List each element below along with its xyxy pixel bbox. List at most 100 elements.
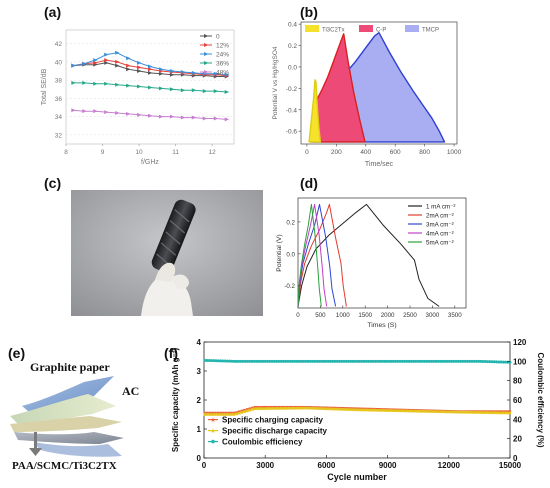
f-ce-marker xyxy=(241,359,245,363)
f-y2tick-label: 100 xyxy=(513,357,527,366)
a-marker xyxy=(71,80,76,85)
f-capacity-marker xyxy=(391,409,395,412)
f-capacity-marker xyxy=(466,411,469,414)
a-marker xyxy=(137,112,142,117)
a-xtick-label: 8 xyxy=(64,149,68,156)
f-ce-marker xyxy=(360,359,364,363)
f-ce-marker xyxy=(304,359,308,363)
label-electrolyte: PAA/SCMC/Ti3C2TX xyxy=(12,460,117,472)
f-capacity-marker xyxy=(495,411,498,415)
f-capacity-marker xyxy=(450,410,453,414)
f-ce-marker xyxy=(501,360,505,364)
d-xtick-label: 0 xyxy=(296,312,300,319)
f-y2tick-label: 60 xyxy=(513,396,522,405)
d-xtick-label: 3500 xyxy=(448,312,462,319)
f-xtick-label: 15000 xyxy=(499,461,522,470)
f-capacity-marker xyxy=(487,411,490,414)
f-y2tick-label: 20 xyxy=(513,435,522,444)
f-capacity-marker xyxy=(474,411,477,414)
f-capacity-marker xyxy=(227,411,230,415)
f-capacity-marker xyxy=(418,409,421,413)
f-capacity-marker xyxy=(293,406,297,410)
f-capacity-marker xyxy=(359,408,363,412)
f-capacity-marker xyxy=(248,408,252,412)
f-ce-marker xyxy=(400,359,404,363)
f-capacity-marker xyxy=(349,408,352,411)
f-ce-marker xyxy=(221,359,225,363)
f-ce-marker xyxy=(254,359,258,363)
f-capacity-marker xyxy=(222,413,225,416)
f-capacity-marker xyxy=(296,406,299,410)
b-ytick-label: -0.2 xyxy=(286,86,298,93)
a-marker xyxy=(224,72,230,77)
f-ce-marker xyxy=(306,359,310,363)
f-capacity-marker xyxy=(253,407,257,410)
f-ce-marker xyxy=(412,359,416,363)
f-capacity-marker xyxy=(458,410,461,414)
f-ce-marker xyxy=(414,359,418,363)
a-marker xyxy=(93,81,98,86)
f-ce-marker xyxy=(445,359,449,363)
f-ce-marker xyxy=(436,359,440,363)
f-ce-marker xyxy=(490,360,494,364)
b-legend-swatch xyxy=(359,25,373,32)
d-xtick-label: 3000 xyxy=(426,312,440,319)
f-ce-marker xyxy=(210,359,214,363)
a-marker xyxy=(191,70,197,75)
f-ce-marker xyxy=(450,359,454,363)
f-ce-marker xyxy=(423,359,427,363)
f-capacity-marker xyxy=(500,411,504,415)
f-capacity-marker xyxy=(484,411,488,414)
f-ytick-label: 0 xyxy=(197,454,202,463)
a-marker xyxy=(180,115,186,120)
a-marker xyxy=(169,69,175,74)
f-ce-marker xyxy=(243,359,247,363)
panel-label-a: (a) xyxy=(44,4,62,20)
f-capacity-marker xyxy=(211,411,215,415)
f-ce-marker xyxy=(373,359,377,363)
f-ce-marker xyxy=(409,359,413,363)
a-legend-label: 0 xyxy=(216,34,220,41)
f-ce-marker xyxy=(418,359,422,363)
a-xtick-label: 11 xyxy=(172,149,179,156)
f-ce-marker xyxy=(425,359,429,363)
f-xtick-label: 3000 xyxy=(256,461,274,470)
f-ce-marker xyxy=(463,359,467,363)
f-ce-marker xyxy=(257,359,261,363)
f-capacity-marker xyxy=(383,409,387,412)
f-capacity-marker xyxy=(365,408,368,412)
d-series-line xyxy=(297,203,347,307)
a-legend-label: 36% xyxy=(216,61,229,68)
f-ce-marker xyxy=(205,358,209,362)
f-ce-marker xyxy=(223,359,227,363)
a-marker xyxy=(180,88,186,93)
f-capacity-marker xyxy=(230,413,233,416)
a-marker xyxy=(224,117,230,122)
f-ce-marker xyxy=(337,359,341,363)
d-xlabel: Times (S) xyxy=(367,322,396,329)
f-ce-marker xyxy=(212,359,216,363)
f-ce-marker xyxy=(456,359,460,363)
f-capacity-marker xyxy=(344,408,347,411)
f-capacity-marker xyxy=(237,411,241,415)
f-ce-marker xyxy=(369,359,373,363)
f-ce-marker xyxy=(364,359,368,363)
f-ce-marker xyxy=(326,359,330,363)
f-capacity-marker xyxy=(508,410,512,413)
a-marker xyxy=(202,89,208,94)
f-ylabel: Specific capacity (mAh g⁻¹) xyxy=(171,348,180,453)
a-legend-label: 24% xyxy=(216,52,229,59)
f-y2tick-label: 40 xyxy=(513,415,522,424)
b-ytick-label: 0.2 xyxy=(288,43,297,50)
f-capacity-marker xyxy=(291,406,294,410)
f-capacity-marker xyxy=(206,413,209,416)
f-ce-marker xyxy=(474,359,478,363)
f-ce-marker xyxy=(353,359,357,363)
f-capacity-marker xyxy=(476,411,480,414)
f-capacity-marker xyxy=(251,408,254,411)
a-marker xyxy=(137,65,142,70)
f-capacity-marker xyxy=(436,410,440,414)
f-capacity-marker xyxy=(264,407,268,410)
f-capacity-marker xyxy=(471,411,474,414)
f-ytick-label: 1 xyxy=(197,425,202,434)
